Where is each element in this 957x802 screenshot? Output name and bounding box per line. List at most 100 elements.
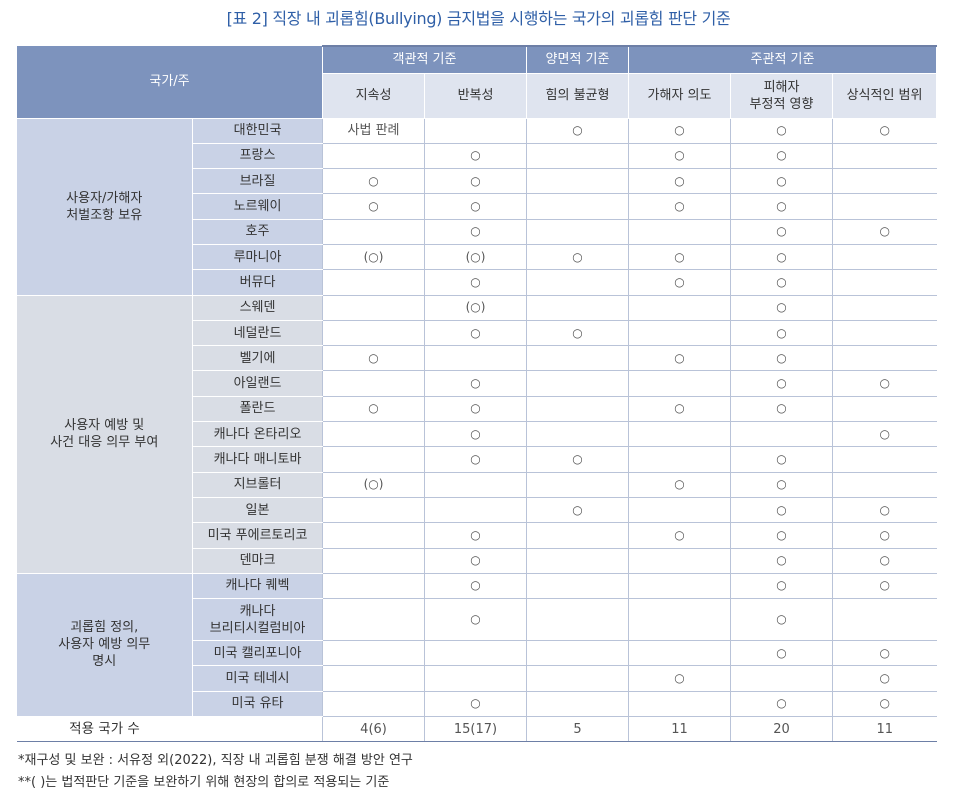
criteria-cell: ○ <box>832 640 937 667</box>
criteria-cell: ○ <box>832 691 937 718</box>
table-row: 폴란드 ○ ○ ○ ○ <box>17 396 937 423</box>
criteria-cell: ○ <box>832 421 937 448</box>
criteria-cell <box>322 691 425 718</box>
criteria-cell <box>730 421 833 448</box>
table-row: 사용자 예방 및 사건 대응 의무 부여 스웨덴 (○) ○ <box>16 295 937 574</box>
criteria-cell <box>424 665 527 692</box>
criteria-cell: ○ <box>832 522 937 549</box>
criteria-cell <box>628 320 731 347</box>
criteria-cell: ○ <box>730 345 833 372</box>
criteria-cell <box>526 598 629 642</box>
criteria-cell <box>526 396 629 423</box>
criteria-cell: ○ <box>628 472 731 498</box>
criteria-cell: ○ <box>628 345 731 372</box>
row-group-label: 사용자/가해자 처벌조항 보유 <box>16 118 193 296</box>
table-row: 괴롭힘 정의, 사용자 예방 의무 명시 캐나다 퀘벡 ○ ○ ○ <box>16 573 937 718</box>
criteria-cell <box>424 345 527 372</box>
table-row: 노르웨이 ○ ○ ○ ○ <box>17 193 937 220</box>
criteria-cell <box>322 219 425 245</box>
country-name: 노르웨이 <box>191 193 323 220</box>
criteria-cell: ○ <box>730 573 833 600</box>
criteria-cell <box>832 244 937 271</box>
criteria-cell <box>628 573 731 600</box>
criteria-cell: ○ <box>424 396 527 423</box>
footnote-parenthesis: **( )는 법적판단 기준을 보완하기 위해 현장의 합의로 적용되는 기준 <box>18 775 390 790</box>
header-power-imbalance: 힘의 불균형 <box>526 72 630 119</box>
criteria-cell <box>526 168 629 195</box>
criteria-cell <box>322 320 425 347</box>
criteria-cell: (○) <box>424 295 527 321</box>
criteria-cell: ○ <box>730 472 833 498</box>
criteria-cell <box>526 640 629 667</box>
criteria-cell: ○ <box>424 320 527 347</box>
summary-row: 적용 국가 수 4(6) 15(17) 5 11 20 11 <box>16 716 937 743</box>
criteria-cell <box>322 573 425 600</box>
criteria-cell <box>832 168 937 195</box>
criteria-cell <box>322 548 425 574</box>
table-row: 지브롤터 (○) ○ ○ <box>17 472 937 498</box>
table-row: 캐나다 온타리오 ○ ○ <box>17 421 937 448</box>
criteria-cell <box>322 446 425 473</box>
criteria-cell: ○ <box>730 396 833 423</box>
table-row: 벨기에 ○ ○ ○ <box>17 345 937 372</box>
row-group-label: 괴롭힘 정의, 사용자 예방 의무 명시 <box>16 573 193 718</box>
table-row: 캐나다 매니토바 ○ ○ ○ <box>17 446 937 473</box>
criteria-cell <box>424 472 527 498</box>
criteria-cell <box>832 269 937 296</box>
country-name: 폴란드 <box>191 396 323 423</box>
criteria-cell: ○ <box>730 295 833 321</box>
criteria-cell <box>424 497 527 524</box>
criteria-cell: ○ <box>730 118 833 144</box>
criteria-cell: ○ <box>832 548 937 574</box>
criteria-cell <box>832 446 937 473</box>
criteria-cell: ○ <box>424 421 527 448</box>
summary-count: 11 <box>832 716 937 743</box>
criteria-cell <box>832 598 937 642</box>
criteria-cell: 사법 판례 <box>322 118 425 144</box>
table-row: 미국 유타 ○ ○ ○ <box>17 691 937 718</box>
table-row: 루마니아 (○) (○) ○ ○ ○ <box>17 244 937 271</box>
table-row: 캐나다 브리티시컬럼비아 ○ ○ <box>17 598 937 642</box>
criteria-cell <box>628 446 731 473</box>
country-name: 미국 테네시 <box>191 665 323 692</box>
table-title: [표 2] 직장 내 괴롭힘(Bullying) 금지법을 시행하는 국가의 괴… <box>226 9 731 28</box>
footnote-source: *재구성 및 보완 : 서유정 외(2022), 직장 내 괴롭힘 분쟁 해결 … <box>18 753 413 768</box>
criteria-cell: ○ <box>730 446 833 473</box>
criteria-cell <box>322 295 425 321</box>
criteria-cell <box>628 295 731 321</box>
country-name: 대한민국 <box>191 118 323 144</box>
criteria-cell: ○ <box>730 168 833 195</box>
criteria-cell: ○ <box>730 143 833 170</box>
criteria-cell <box>730 665 833 692</box>
criteria-cell: ○ <box>322 396 425 423</box>
criteria-cell <box>526 219 629 245</box>
criteria-cell <box>832 396 937 423</box>
criteria-cell: (○) <box>424 244 527 271</box>
criteria-cell <box>628 219 731 245</box>
criteria-cell: ○ <box>832 370 937 397</box>
criteria-cell <box>628 548 731 574</box>
table-row: 사용자/가해자 처벌조항 보유 대한민국 사법 판례 ○ ○ ○ ○ <box>16 118 937 296</box>
country-name: 캐나다 브리티시컬럼비아 <box>191 598 323 642</box>
criteria-cell: ○ <box>424 370 527 397</box>
criteria-cell: ○ <box>628 118 731 144</box>
criteria-cell <box>832 472 937 498</box>
header-victim-negative-impact: 피해자 부정적 영향 <box>730 72 834 119</box>
table-row: 일본 ○ ○ ○ <box>17 497 937 524</box>
criteria-cell <box>322 640 425 667</box>
criteria-cell <box>322 665 425 692</box>
criteria-cell: ○ <box>730 548 833 574</box>
criteria-cell <box>832 320 937 347</box>
criteria-cell: ○ <box>628 143 731 170</box>
header-group-bilateral: 양면적 기준 <box>526 45 630 74</box>
table-row: 프랑스 ○ ○ ○ <box>17 143 937 170</box>
criteria-cell <box>628 598 731 642</box>
criteria-cell: ○ <box>832 118 937 144</box>
country-name: 프랑스 <box>191 143 323 170</box>
criteria-cell: ○ <box>628 269 731 296</box>
country-name: 브라질 <box>191 168 323 195</box>
country-name: 호주 <box>191 219 323 245</box>
criteria-cell <box>628 640 731 667</box>
criteria-cell: ○ <box>424 219 527 245</box>
criteria-cell <box>526 472 629 498</box>
